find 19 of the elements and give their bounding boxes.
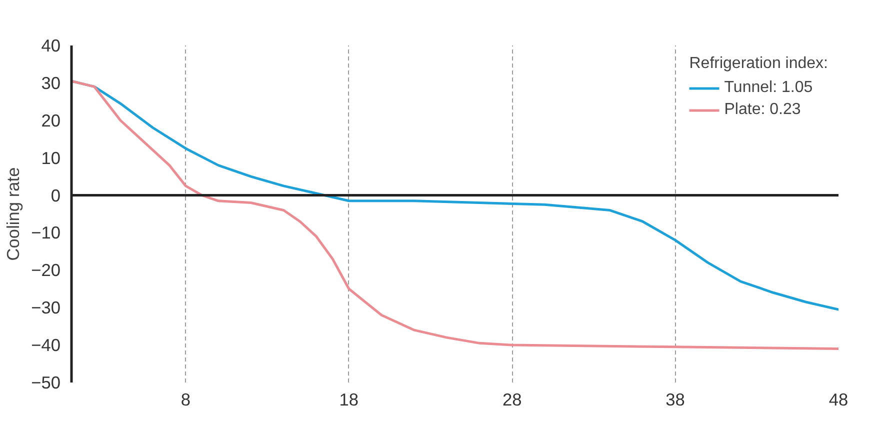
- y-tick-label: 30: [41, 72, 61, 93]
- y-axis-title: Cooling rate: [3, 167, 24, 261]
- x-tick-label: 8: [180, 390, 191, 410]
- legend-label: Plate: 0.23: [724, 101, 801, 119]
- y-tick-label: −10: [31, 222, 61, 243]
- y-tick-label: −40: [31, 335, 61, 356]
- x-tick-label: 18: [339, 390, 359, 410]
- y-tick-label: 40: [41, 36, 61, 56]
- y-tick-label: 0: [50, 185, 61, 206]
- y-tick-label: −20: [31, 260, 61, 280]
- y-tick-label: 10: [41, 148, 61, 168]
- y-tick-label: 20: [41, 110, 61, 130]
- legend-label: Tunnel: 1.05: [724, 79, 813, 97]
- x-tick-label: 48: [828, 390, 848, 410]
- y-tick-label: −30: [31, 298, 61, 318]
- x-tick-label: 38: [666, 390, 685, 410]
- y-tick-label: −50: [31, 372, 61, 392]
- x-tick-label: 28: [502, 390, 522, 410]
- legend-title: Refrigeration index:: [689, 55, 828, 73]
